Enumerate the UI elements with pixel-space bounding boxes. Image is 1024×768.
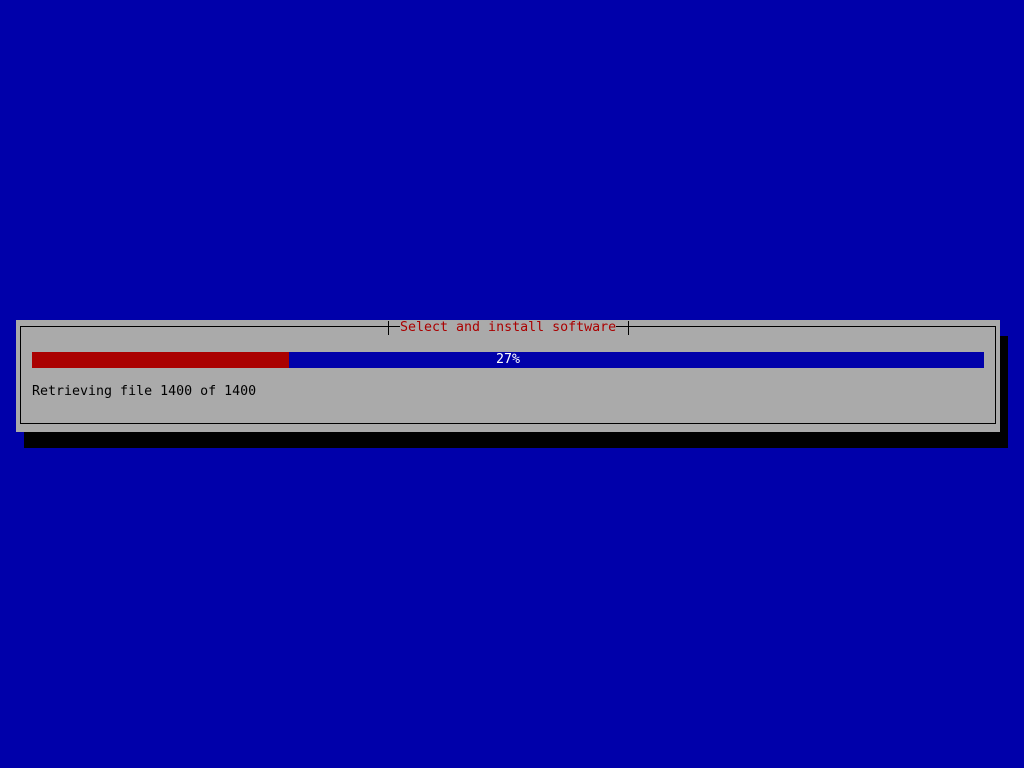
status-text: Retrieving file 1400 of 1400: [32, 384, 257, 399]
progress-bar: 27%: [32, 352, 984, 368]
dialog-frame: [20, 326, 996, 424]
title-cap-right: [628, 321, 629, 335]
dialog-shadow: [24, 432, 1008, 448]
dialog-shadow-right: [1000, 336, 1008, 448]
progress-dialog: Select and install software 27% Retrievi…: [16, 320, 1000, 432]
dialog-title: Select and install software: [400, 320, 617, 336]
progress-fill: [32, 352, 290, 368]
title-cap-left: [388, 321, 389, 335]
progress-label: 27%: [495, 352, 521, 367]
